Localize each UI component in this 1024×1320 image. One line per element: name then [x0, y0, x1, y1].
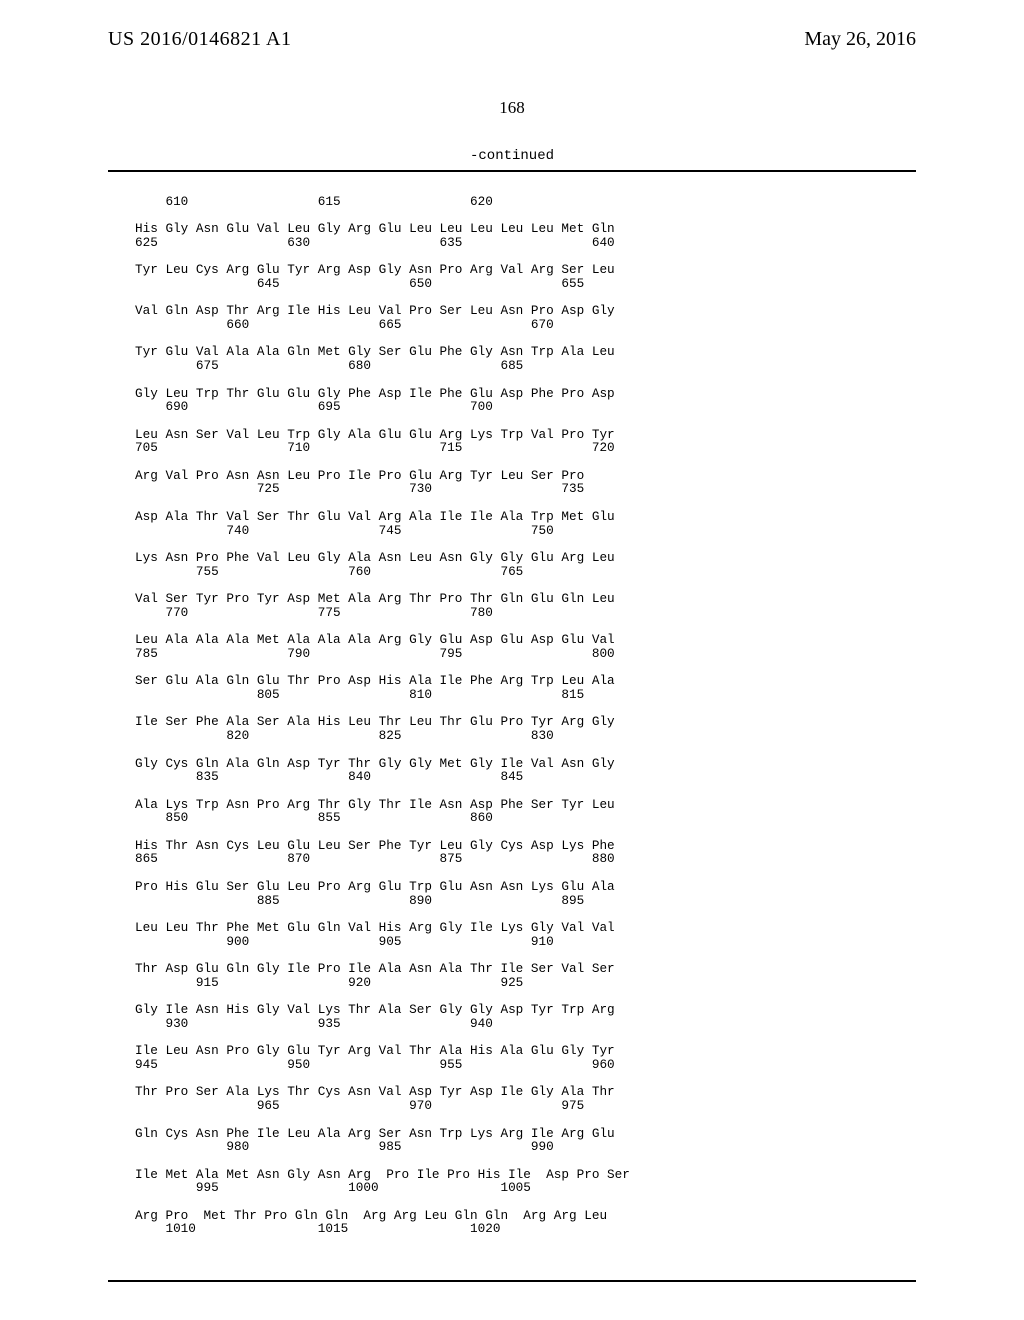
- page: US 2016/0146821 A1 May 26, 2016 168 -con…: [0, 0, 1024, 1320]
- page-number: 168: [0, 98, 1024, 118]
- continued-label: -continued: [0, 148, 1024, 164]
- patent-header-left: US 2016/0146821 A1: [108, 28, 291, 51]
- sequence-listing: 610 615 620 His Gly Asn Glu Val Leu Gly …: [135, 195, 630, 1236]
- patent-header-right: May 26, 2016: [804, 28, 916, 51]
- horizontal-rule-bottom: [108, 1280, 916, 1282]
- horizontal-rule-top: [108, 170, 916, 172]
